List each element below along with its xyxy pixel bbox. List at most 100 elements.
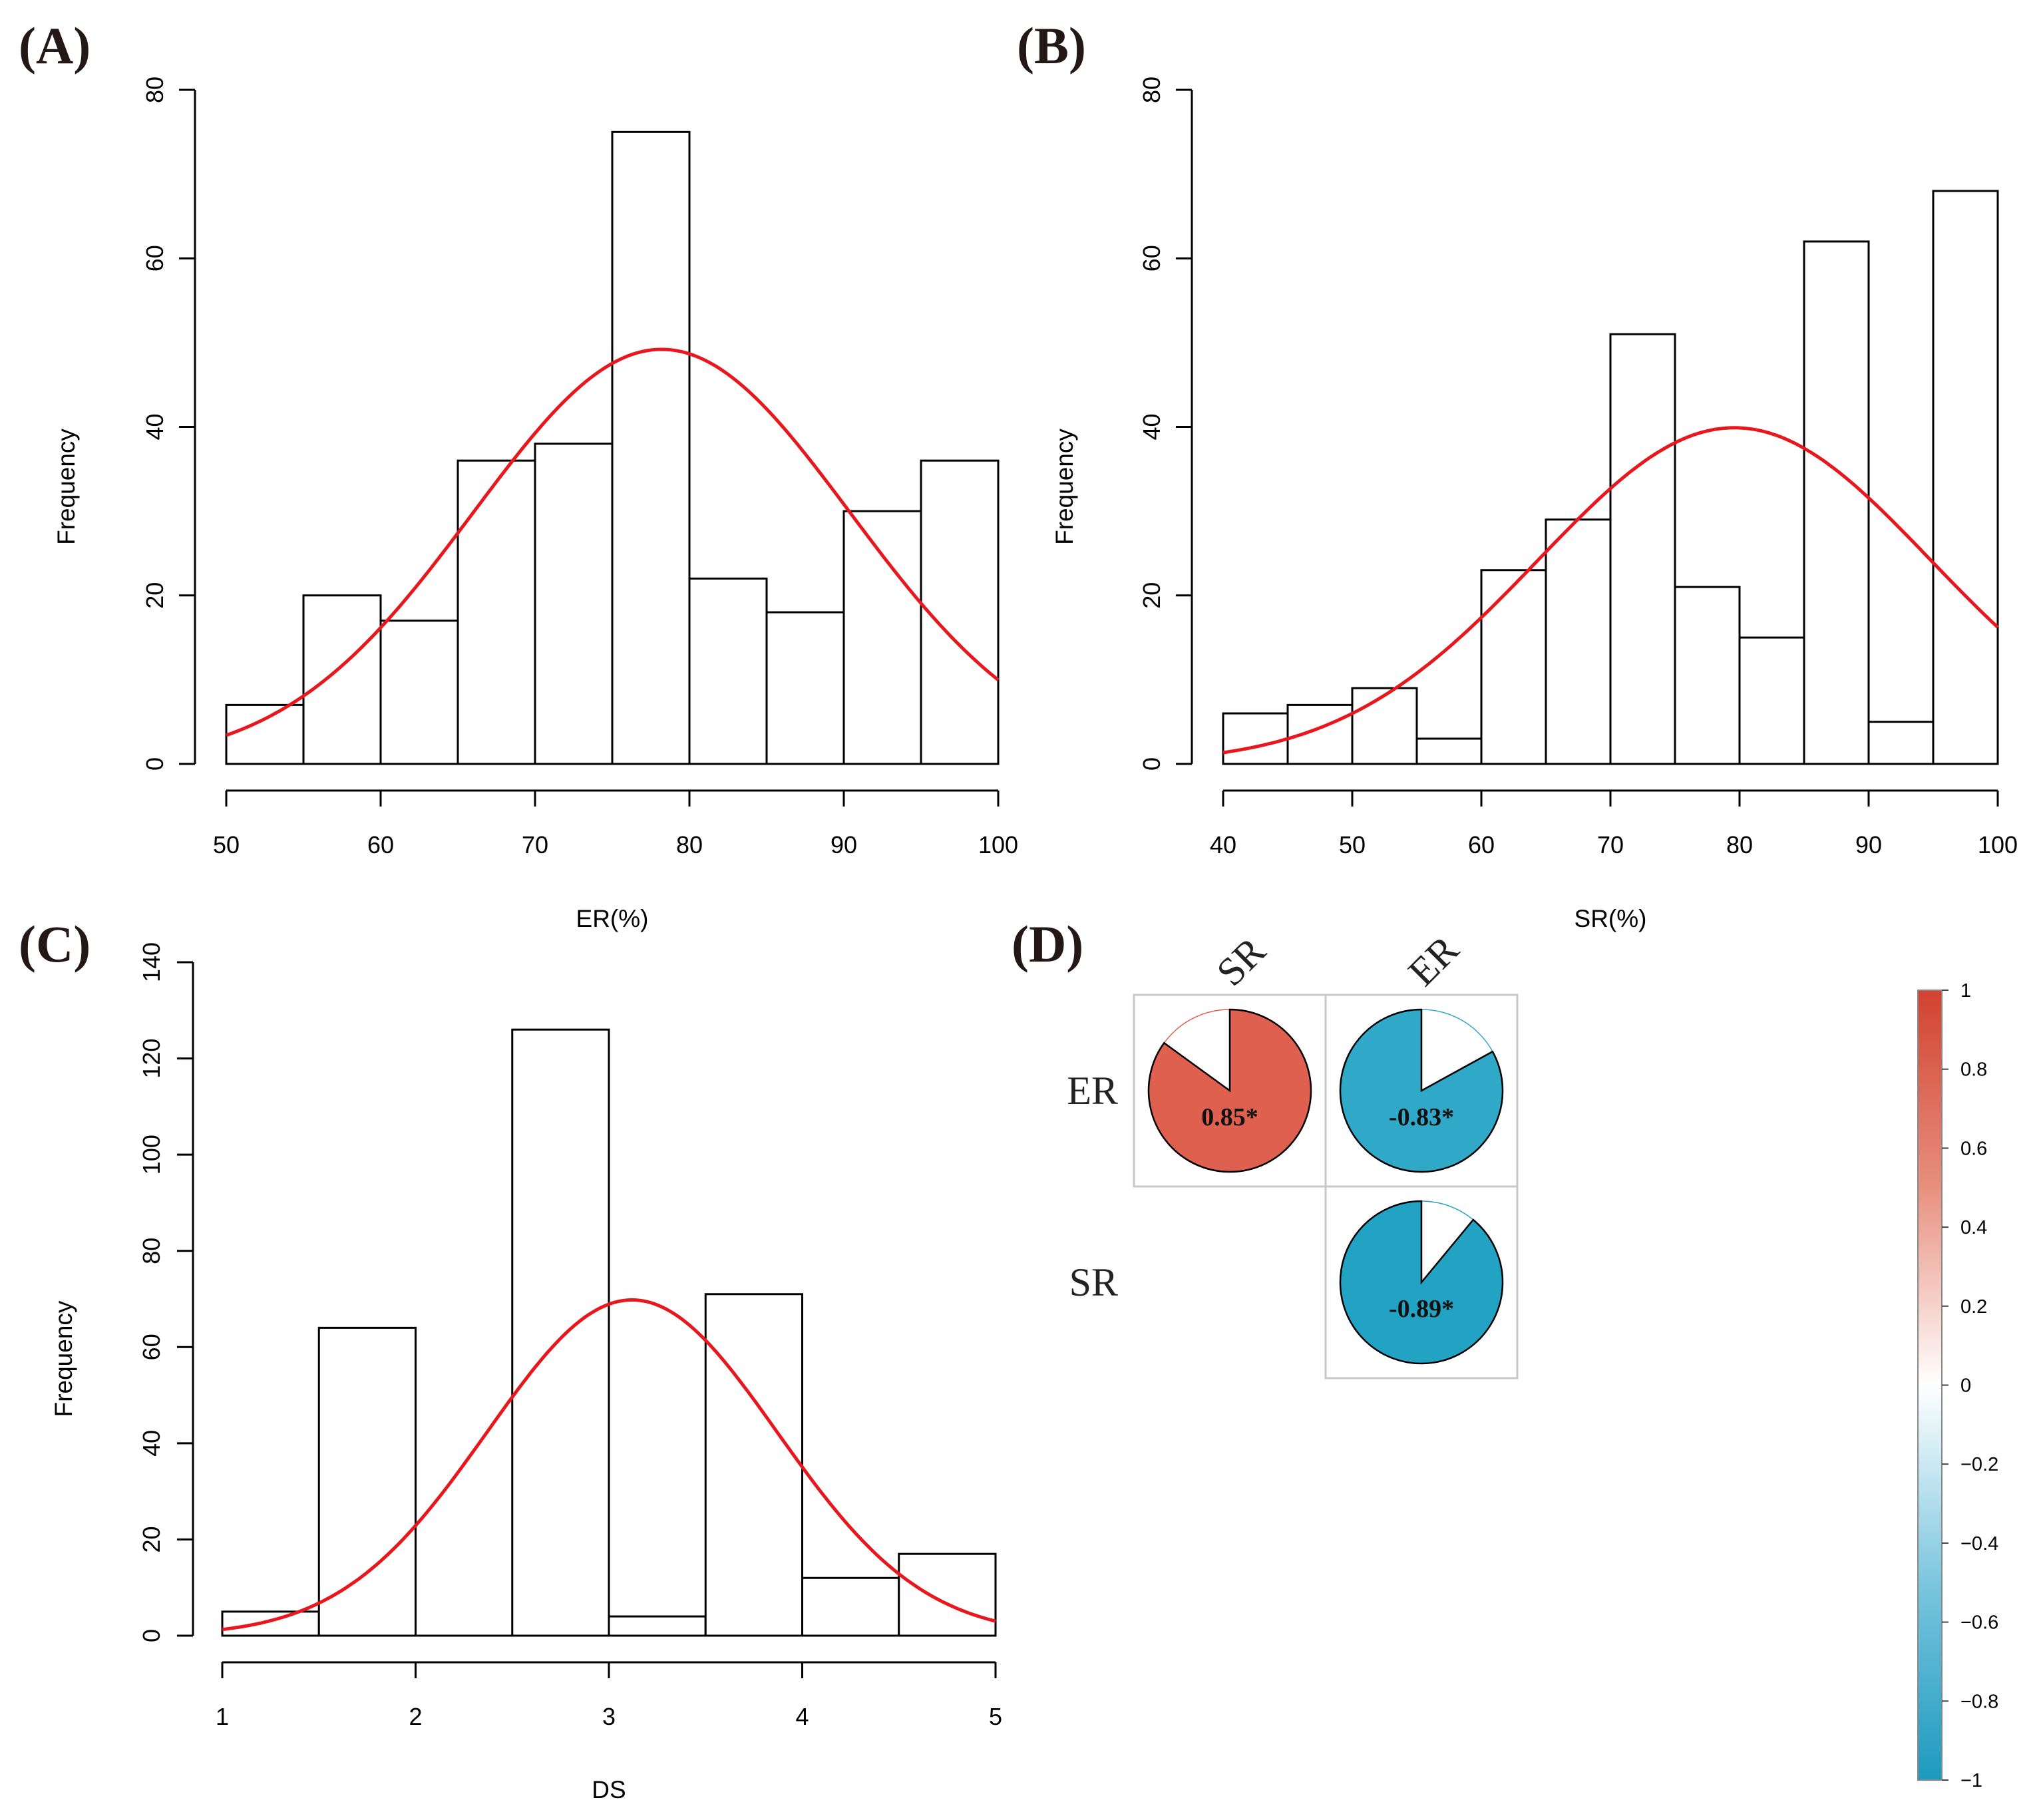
x-axis-title: SR(%) — [1575, 905, 1647, 932]
correlation-value-label: -0.89* — [1389, 1295, 1454, 1323]
correlation-cell-border — [1324, 1185, 1519, 1379]
x-tick-label: 1 — [216, 1703, 229, 1730]
row-label: SR — [1069, 1260, 1118, 1304]
histogram-bar — [842, 510, 922, 765]
histogram-panel-b: 0 20 40 60 80 Frequency 40 50 60 70 80 90 100 SR(%) — [1051, 77, 2018, 932]
x-axis-title: ER(%) — [576, 905, 649, 932]
colorbar-tick-label: 0.6 — [1960, 1138, 1987, 1159]
histogram-bar — [898, 1552, 997, 1637]
x-tick-label: 4 — [795, 1703, 809, 1730]
colorbar-tick-label: 0 — [1960, 1375, 1971, 1397]
y-tick-label: 80 — [138, 1238, 165, 1264]
y-tick-label: 20 — [141, 582, 168, 609]
x-tick-label: 100 — [1978, 831, 2018, 858]
normal-curve — [222, 1298, 996, 1632]
colorbar-tick-label: 1 — [1960, 980, 1971, 1001]
x-tick-label: 2 — [409, 1703, 422, 1730]
histogram-bar — [920, 459, 1000, 765]
histogram-panel-c: 0 20 40 60 80 100 120 140 Frequency 1 2 3 4 5 DS — [50, 942, 1002, 1803]
x-tick-label: 40 — [1210, 831, 1236, 858]
x-tick-label: 90 — [1855, 831, 1882, 858]
panel-label-d: (D) — [1012, 915, 1083, 973]
x-tick-label: 60 — [1468, 831, 1495, 858]
column-label: SR — [1208, 929, 1274, 995]
histogram-bar — [1609, 333, 1676, 765]
histogram-bar — [1867, 721, 1935, 765]
histogram-bar — [1738, 636, 1805, 765]
colorbar-tick-label: 0.8 — [1960, 1059, 1987, 1081]
histogram-bar — [302, 594, 382, 765]
normal-curve — [226, 347, 1000, 737]
y-tick-label: 20 — [1138, 582, 1165, 609]
y-tick-label: 40 — [138, 1430, 165, 1457]
x-tick-label: 3 — [602, 1703, 616, 1730]
y-tick-label: 60 — [138, 1334, 165, 1360]
histogram-bar — [611, 130, 691, 765]
x-tick-label: 5 — [989, 1703, 1002, 1730]
y-axis-title: Frequency — [53, 429, 80, 545]
y-tick-label: 0 — [138, 1629, 165, 1642]
row-label: ER — [1067, 1069, 1118, 1113]
histogram-bar — [688, 577, 768, 765]
colorbar-tick-label: −0.8 — [1960, 1691, 1998, 1712]
histogram-bar — [1674, 586, 1741, 765]
y-tick-label: 60 — [1138, 245, 1165, 272]
panel-label-a: (A) — [19, 17, 91, 75]
histogram-bar — [221, 1610, 320, 1637]
y-tick-label: 0 — [1138, 757, 1165, 771]
y-tick-label: 80 — [141, 77, 168, 103]
histogram-bar — [704, 1293, 803, 1637]
y-axis-title: Frequency — [50, 1300, 77, 1417]
x-tick-label: 90 — [831, 831, 857, 858]
y-tick-label: 80 — [1138, 77, 1165, 103]
panel-label-c: (C) — [19, 915, 91, 973]
x-tick-label: 80 — [676, 831, 703, 858]
correlation-panel-d: SR ER ER SR 0.85* -0.83* -0.89* 1 0.8 0.6 0.4 0.2 0 −… — [1067, 927, 1998, 1791]
colorbar-tick-label: 0.2 — [1960, 1296, 1987, 1318]
colorbar-tick-label: −1 — [1960, 1770, 1982, 1791]
histogram-bar — [1415, 737, 1483, 765]
histogram-panel-a: 0 20 40 60 80 Frequency 50 60 70 80 90 100 ER(%) — [53, 77, 1018, 932]
x-tick-label: 70 — [1597, 831, 1624, 858]
histogram-bar — [801, 1576, 900, 1637]
y-tick-label: 60 — [141, 245, 168, 272]
correlation-value-label: -0.83* — [1389, 1103, 1454, 1131]
x-tick-label: 70 — [522, 831, 548, 858]
column-label: ER — [1400, 927, 1467, 994]
y-tick-label: 20 — [138, 1526, 165, 1552]
y-tick-label: 100 — [138, 1135, 165, 1175]
x-tick-label: 80 — [1726, 831, 1753, 858]
histogram-bar — [1932, 190, 1999, 765]
correlation-pie-wedge — [1147, 1008, 1312, 1173]
histogram-bar — [457, 459, 536, 765]
y-tick-label: 40 — [1138, 413, 1165, 440]
panel-label-b: (B) — [1017, 17, 1086, 75]
y-tick-label: 0 — [141, 757, 168, 771]
histogram-bar — [1480, 569, 1547, 765]
histogram-bar — [765, 611, 845, 765]
histogram-bar — [1803, 240, 1870, 765]
x-axis-title: DS — [592, 1776, 626, 1803]
x-tick-label: 50 — [1339, 831, 1366, 858]
colorbar-tick-label: −0.4 — [1960, 1533, 1998, 1554]
correlation-pie-wedge — [1339, 1008, 1504, 1173]
histogram-bar — [1545, 518, 1612, 765]
x-tick-label: 60 — [367, 831, 394, 858]
correlation-value-label: 0.85* — [1201, 1103, 1258, 1131]
correlation-pie-wedge — [1339, 1200, 1504, 1365]
histogram-bar — [511, 1028, 610, 1637]
colorbar-tick-label: −0.2 — [1960, 1454, 1998, 1475]
histogram-bar — [225, 703, 305, 765]
histogram-bar — [317, 1326, 417, 1637]
normal-curve — [1222, 426, 1999, 755]
x-tick-label: 100 — [978, 831, 1018, 858]
y-tick-label: 140 — [138, 942, 165, 982]
histogram-bar — [1222, 712, 1289, 765]
histogram-bar — [379, 620, 459, 765]
colorbar-tick-label: 0.4 — [1960, 1217, 1987, 1238]
histogram-bar — [608, 1615, 707, 1637]
histogram-bar — [534, 443, 614, 765]
x-tick-label: 50 — [213, 831, 240, 858]
y-axis-title: Frequency — [1051, 429, 1078, 545]
